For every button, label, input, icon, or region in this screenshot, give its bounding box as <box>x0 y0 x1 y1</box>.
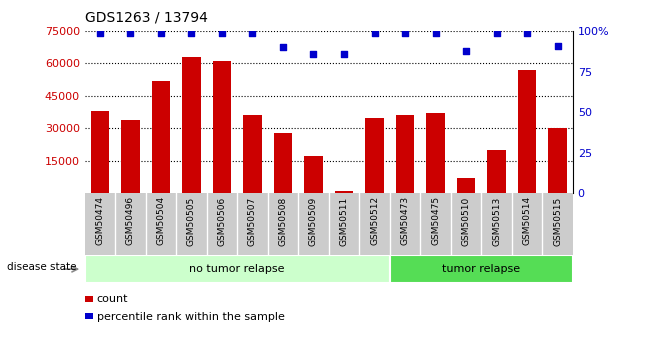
Text: disease state: disease state <box>7 263 76 272</box>
Bar <box>182 57 201 193</box>
Bar <box>85 296 92 302</box>
Text: GSM50512: GSM50512 <box>370 196 379 245</box>
Point <box>278 45 288 50</box>
Bar <box>488 150 506 193</box>
Bar <box>426 113 445 193</box>
Text: GSM50505: GSM50505 <box>187 196 196 246</box>
Bar <box>548 128 567 193</box>
Text: GSM50513: GSM50513 <box>492 196 501 246</box>
Point <box>369 30 380 36</box>
Bar <box>90 111 109 193</box>
Point <box>125 30 135 36</box>
Text: GSM50473: GSM50473 <box>400 196 409 245</box>
Point <box>94 30 105 36</box>
Bar <box>305 156 323 193</box>
Bar <box>243 115 262 193</box>
Point <box>492 30 502 36</box>
Text: GSM50504: GSM50504 <box>156 196 165 245</box>
Point <box>522 30 533 36</box>
Text: percentile rank within the sample: percentile rank within the sample <box>97 312 284 322</box>
Text: GSM50507: GSM50507 <box>248 196 257 246</box>
Point <box>186 30 197 36</box>
Text: count: count <box>97 295 128 304</box>
Text: GSM50475: GSM50475 <box>431 196 440 245</box>
Bar <box>213 61 231 193</box>
Text: GDS1263 / 13794: GDS1263 / 13794 <box>85 10 208 24</box>
Bar <box>335 191 353 193</box>
Text: GSM50514: GSM50514 <box>523 196 532 245</box>
Text: GSM50509: GSM50509 <box>309 196 318 246</box>
Point <box>461 48 471 53</box>
Bar <box>274 133 292 193</box>
Point <box>400 30 410 36</box>
Text: no tumor relapse: no tumor relapse <box>189 264 285 274</box>
Text: GSM50511: GSM50511 <box>340 196 348 246</box>
Point <box>217 30 227 36</box>
Point <box>553 43 563 48</box>
Bar <box>396 115 414 193</box>
Point <box>247 30 258 36</box>
Bar <box>85 313 92 319</box>
Text: GSM50515: GSM50515 <box>553 196 562 246</box>
Text: tumor relapse: tumor relapse <box>442 264 520 274</box>
Bar <box>365 118 383 193</box>
Text: GSM50508: GSM50508 <box>279 196 288 246</box>
Bar <box>390 255 573 283</box>
Bar <box>518 70 536 193</box>
Point <box>156 30 166 36</box>
Bar <box>152 81 170 193</box>
Point <box>430 30 441 36</box>
Bar <box>457 178 475 193</box>
Point <box>339 51 349 57</box>
Text: GSM50510: GSM50510 <box>462 196 471 246</box>
Text: GSM50474: GSM50474 <box>96 196 104 245</box>
Text: GSM50506: GSM50506 <box>217 196 227 246</box>
Bar <box>85 255 390 283</box>
Point <box>309 51 319 57</box>
Text: GSM50496: GSM50496 <box>126 196 135 245</box>
Bar <box>121 120 139 193</box>
